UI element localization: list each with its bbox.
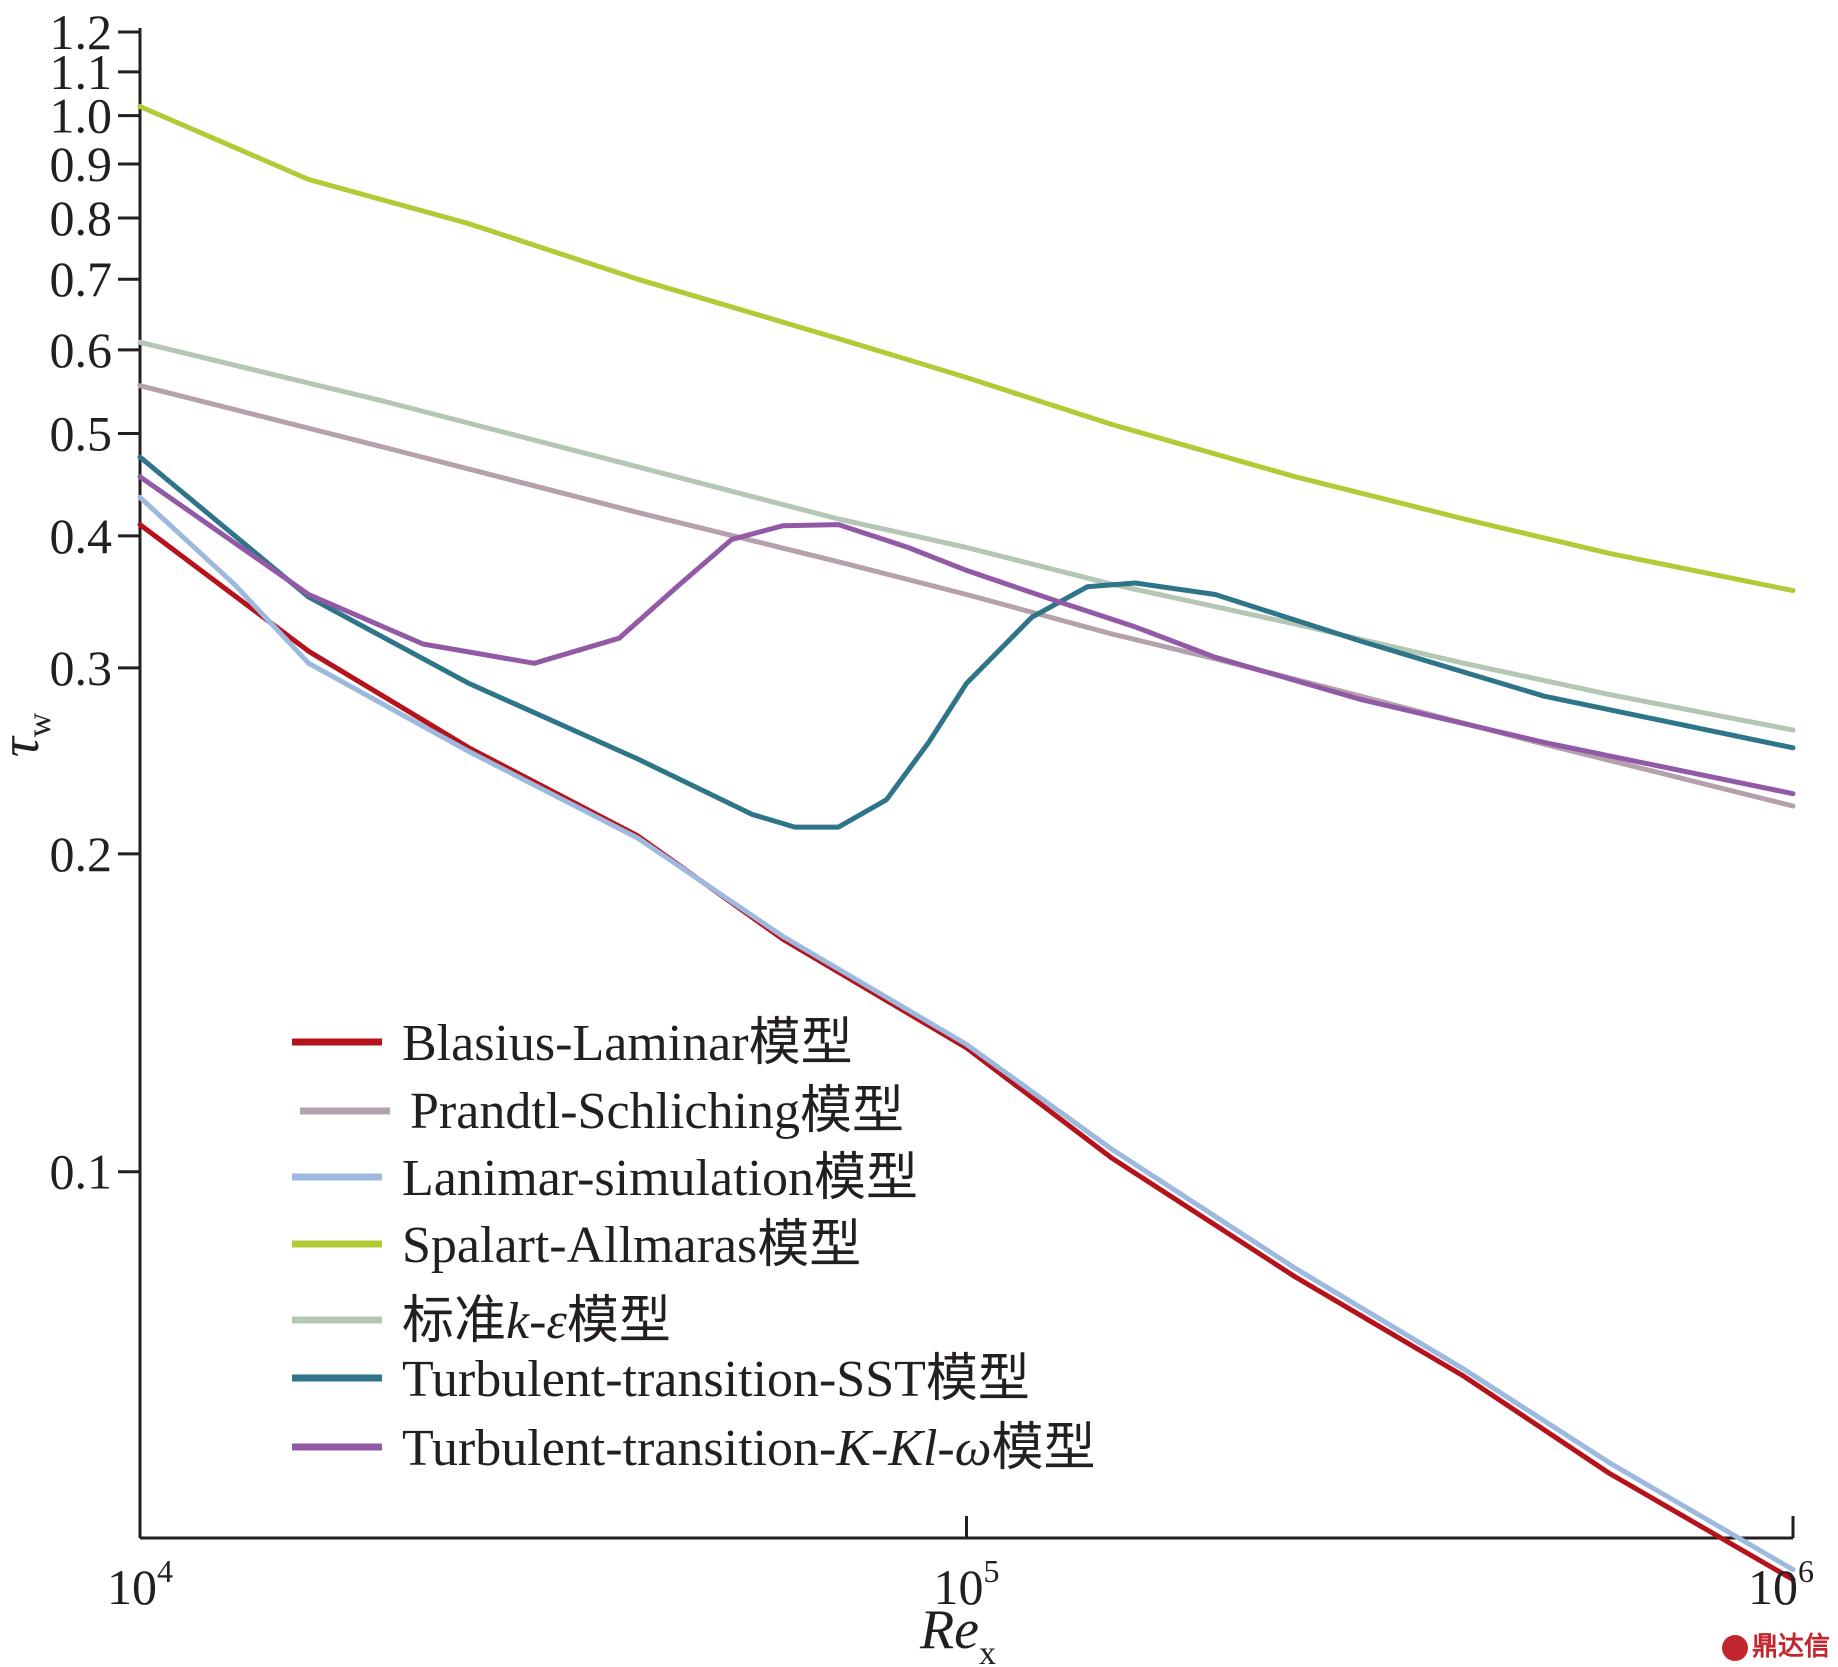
legend-item-prandtl: Prandtl-Schliching模型 [300, 1083, 904, 1140]
series-line-spalart [137, 104, 1796, 594]
x-tick-label: 104 [107, 1553, 173, 1615]
y-tick-label: 1.2 [50, 4, 113, 60]
legend-item-spalart: Spalart-Allmaras模型 [292, 1217, 861, 1274]
y-tick-label: 0.3 [50, 640, 113, 696]
legend-item-sst: Turbulent-transition-SST模型 [292, 1351, 1030, 1408]
series-line-blasius [137, 522, 1796, 1583]
y-tick-label: 0.7 [50, 251, 113, 307]
legend-label-blasius: Blasius-Laminar模型 [402, 1015, 853, 1072]
y-tick-label: 0.9 [50, 136, 113, 192]
x-tick-label: 106 [1748, 1553, 1814, 1615]
legend-label-standard-ke-prefix: 标准 [402, 1293, 506, 1350]
y-tick-label: 0.1 [50, 1144, 113, 1200]
series-line-standard_ke [137, 339, 1796, 733]
y-tick-label: 0.6 [50, 322, 113, 378]
x-tick-label: 105 [934, 1553, 1000, 1615]
series-line-kklw [137, 474, 1796, 797]
legend-label-kklw-math: K-Kl-ω [835, 1420, 991, 1477]
y-tick-label: 1.1 [50, 44, 113, 100]
tick-labels: 0.1 0.2 0.3 0.4 0.5 0.6 0.70.80.91.01.11.2 104 1… [50, 4, 1815, 1615]
legend-item-kklw: Turbulent-transition-K-Kl-ω模型 [292, 1420, 1095, 1477]
y-tick-label: 0.5 [50, 406, 113, 462]
legend-label-lanimar: Lanimar-simulation模型 [402, 1150, 918, 1207]
y-axis-title-sub: w [21, 712, 58, 737]
x-axis-title-main: Re [919, 1599, 979, 1661]
legend-item-lanimar: Lanimar-simulation模型 [292, 1150, 918, 1207]
y-tick-label: 0.4 [50, 508, 113, 564]
series-layer [137, 104, 1796, 1583]
legend-item-standard-ke: 标准k-ε模型 [292, 1293, 671, 1350]
y-axis-title: τw [0, 712, 58, 757]
legend-label-standard-ke: 标准k-ε模型 [402, 1293, 671, 1350]
y-tick-label: 1.0 [50, 88, 113, 144]
legend-label-prandtl: Prandtl-Schliching模型 [410, 1083, 904, 1140]
y-tick-label: 0.2 [50, 826, 113, 882]
axes [118, 28, 1795, 1540]
watermark: 鼎达信 [1721, 1626, 1830, 1663]
legend-label-standard-ke-suffix: 模型 [567, 1293, 671, 1350]
series-line-sst [137, 454, 1796, 830]
legend-label-standard-ke-math: k-ε [506, 1293, 567, 1350]
legend-label-spalart: Spalart-Allmaras模型 [402, 1217, 861, 1274]
legend: Blasius-Laminar模型 Prandtl-Schliching模型 L… [292, 1015, 1095, 1477]
x-axis-title-sub: x [979, 1635, 996, 1667]
x-axis-title: Rex [919, 1599, 996, 1667]
legend-label-sst: Turbulent-transition-SST模型 [402, 1351, 1030, 1408]
legend-label-kklw: Turbulent-transition-K-Kl-ω模型 [402, 1420, 1095, 1477]
y-tick-label: 0.8 [50, 190, 113, 246]
legend-item-blasius: Blasius-Laminar模型 [292, 1015, 853, 1072]
series-line-lanimar [137, 494, 1796, 1573]
y-axis-title-main: τ [0, 735, 51, 757]
watermark-logo-icon [1721, 1634, 1748, 1661]
legend-label-kklw-prefix: Turbulent-transition- [402, 1420, 836, 1477]
watermark-text: 鼎达信 [1751, 1632, 1830, 1662]
legend-label-kklw-suffix: 模型 [991, 1420, 1095, 1477]
